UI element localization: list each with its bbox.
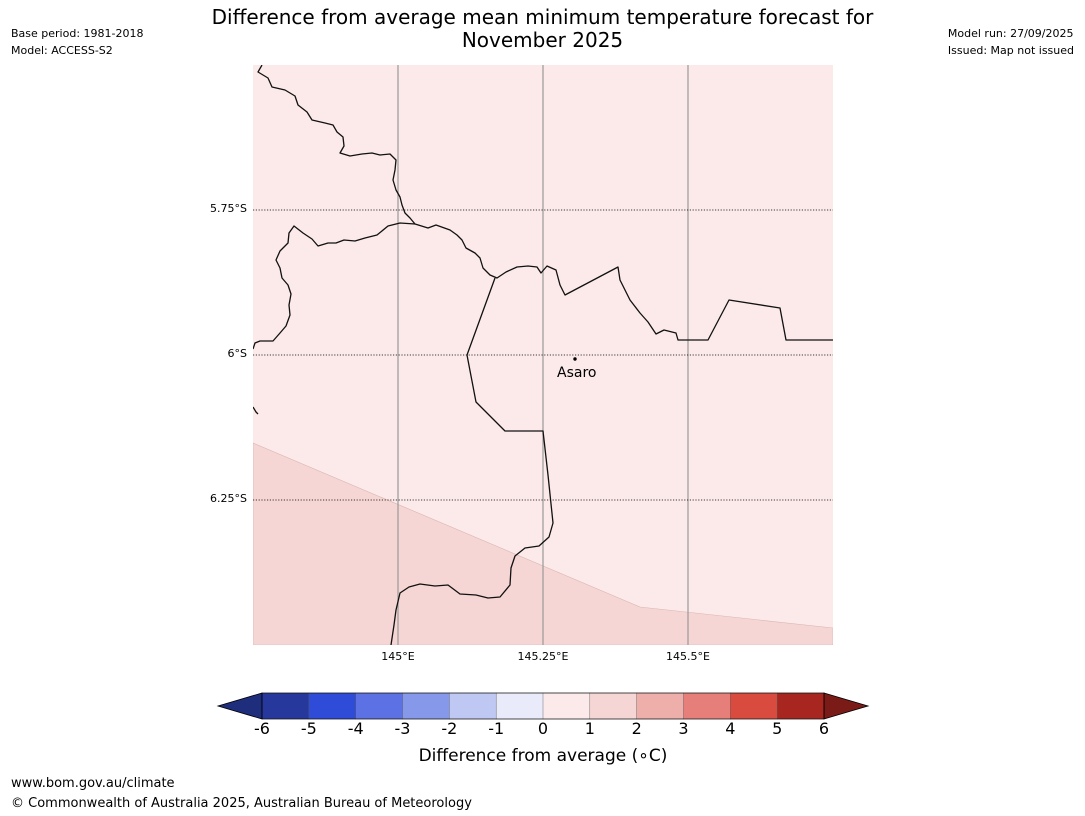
colorbar-segment: [308, 692, 357, 720]
colorbar-frame: [261, 692, 825, 720]
colorbar-segment: [495, 692, 544, 720]
boundary-central-east: [414, 223, 833, 341]
colorbar-tick-label: 5: [772, 719, 783, 738]
meta-right: Model run: 27/09/2025 Issued: Map not is…: [948, 25, 1074, 59]
lat-label-6-25: 6.25°S: [210, 492, 247, 505]
lon-label-145-25: 145.25°E: [517, 650, 569, 663]
boundary-south: [390, 277, 554, 645]
province-boundaries: [253, 65, 833, 645]
colorbar-tick-label: -4: [347, 719, 364, 738]
colorbar-segment: [636, 692, 684, 720]
colorbar-tick-label: 1: [584, 719, 595, 738]
colorbar-tick-label: 3: [678, 719, 689, 738]
colorbar-title: Difference from average (∘C): [418, 746, 668, 766]
boundary-west-stub: [253, 406, 259, 415]
colorbar-segment: [776, 692, 825, 720]
footer-copyright: © Commonwealth of Australia 2025, Austra…: [11, 796, 472, 811]
colorbar-tick-label: -3: [394, 719, 411, 738]
title-line-1: Difference from average mean minimum tem…: [211, 5, 874, 29]
boundary-central: [253, 222, 416, 350]
colorbar-segment: [542, 692, 591, 720]
colorbar-segment: [449, 692, 497, 720]
colorbar-tick-label: 6: [818, 719, 830, 738]
footer-url[interactable]: www.bom.gov.au/climate: [11, 776, 175, 791]
lon-label-145-5: 145.5°E: [666, 650, 710, 663]
colorbar-tick-label: -5: [300, 719, 317, 738]
base-period: Base period: 1981-2018: [11, 27, 144, 40]
colorbar-segment: [589, 692, 638, 720]
colorbar-tick-label: -2: [441, 719, 458, 738]
asaro-label: Asaro: [557, 365, 597, 381]
colorbar-under-arrow: [216, 692, 263, 720]
lat-label-5-75: 5.75°S: [210, 202, 247, 215]
colorbar-segment: [402, 692, 450, 720]
meta-left: Base period: 1981-2018 Model: ACCESS-S2: [11, 25, 143, 59]
map-title: Difference from average mean minimum tem…: [180, 6, 905, 52]
asaro-marker[interactable]: [573, 357, 577, 361]
colorbar-tick-label: 4: [725, 719, 736, 738]
colorbar-segment: [261, 692, 310, 720]
model-name: Model: ACCESS-S2: [11, 44, 113, 57]
colorbar-tick-label: -6: [254, 719, 270, 738]
lat-label-6: 6°S: [227, 347, 247, 360]
model-run: Model run: 27/09/2025: [947, 27, 1074, 40]
colorbar-tick-label: 2: [631, 719, 642, 738]
issued-status: Issued: Map not issued: [947, 44, 1074, 57]
colorbar-tick-label: -1: [488, 719, 505, 738]
colorbar-over-arrow: [823, 692, 870, 720]
title-line-2: November 2025: [461, 28, 624, 52]
colorbar-segment: [730, 692, 778, 720]
map-canvas[interactable]: [0, 0, 1085, 700]
boundary-north: [257, 65, 416, 225]
colorbar-segment: [355, 692, 404, 720]
lon-label-145: 145°E: [381, 650, 415, 663]
colorbar-tick-label: 0: [537, 719, 549, 738]
colorbar-segment: [683, 692, 731, 720]
